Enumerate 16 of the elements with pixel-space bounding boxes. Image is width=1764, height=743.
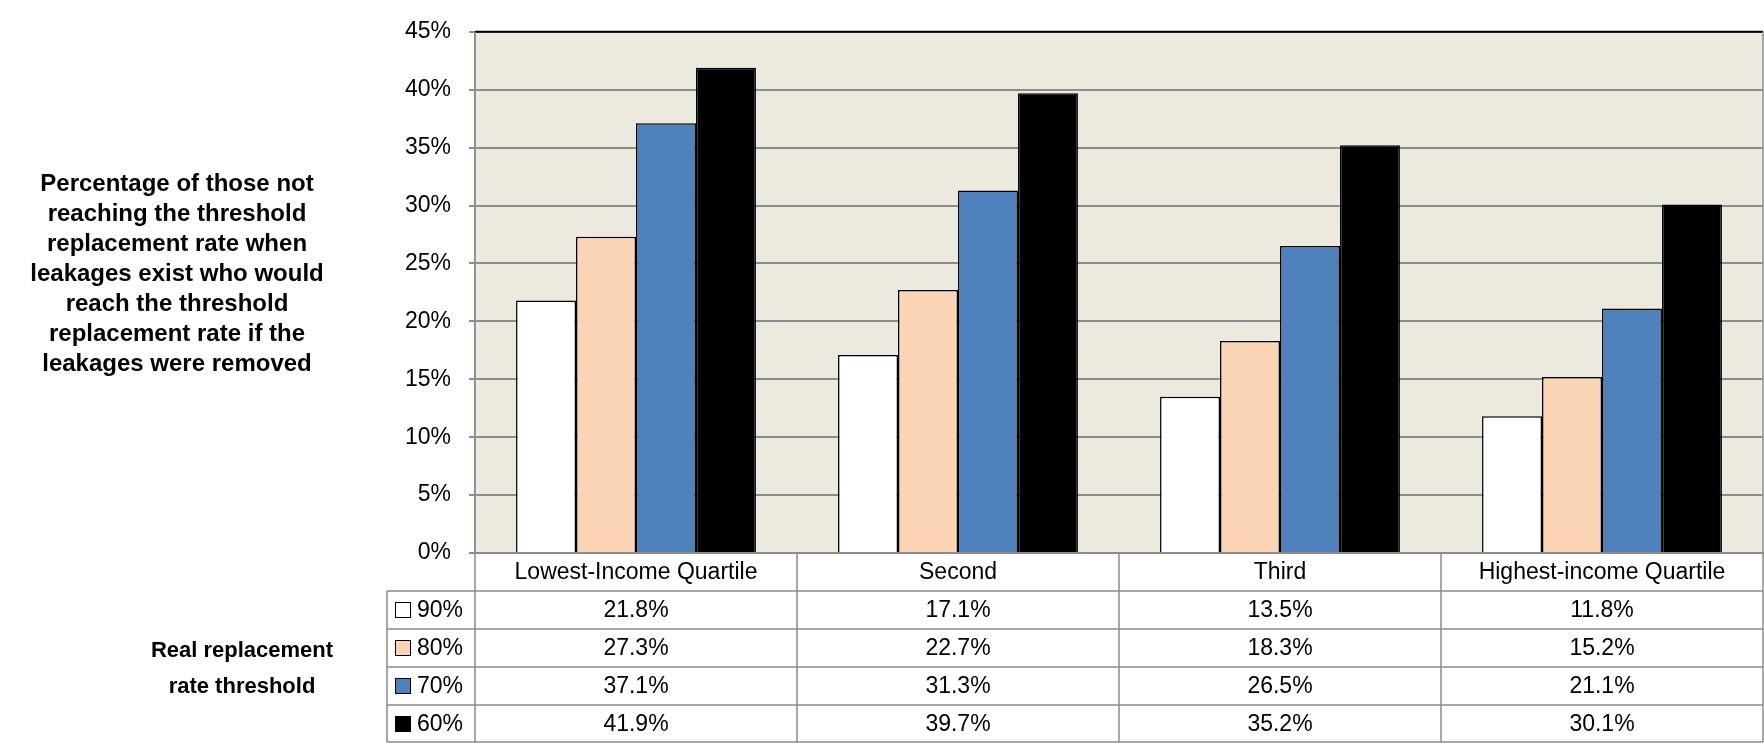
y-axis-title: Percentage of those not reaching the threshold replacement rate when leakages exist who would reach the threshold replacement rate if the leakages were removed [29,168,325,378]
x-tick-label: Highest-income Quartile [1478,558,1726,585]
y-tick-label: 15% [404,364,451,391]
y-tick-label: 45% [404,17,451,44]
x-tick-label: Lowest-Income Quartile [514,558,758,585]
legend-title: Real replacement rate threshold [149,636,335,700]
y-tick-label: 5% [417,480,451,507]
y-tick-label: 10% [404,422,451,449]
y-tick-label: 40% [404,75,451,102]
x-tick-label: Third [1253,558,1307,585]
y-tick-label: 25% [404,248,451,275]
y-tick-label: 30% [404,190,451,217]
x-tick-label: Second [918,558,998,585]
y-tick-label: 20% [404,306,451,333]
y-tick-label: 35% [404,132,451,159]
y-tick-label: 0% [417,538,451,565]
